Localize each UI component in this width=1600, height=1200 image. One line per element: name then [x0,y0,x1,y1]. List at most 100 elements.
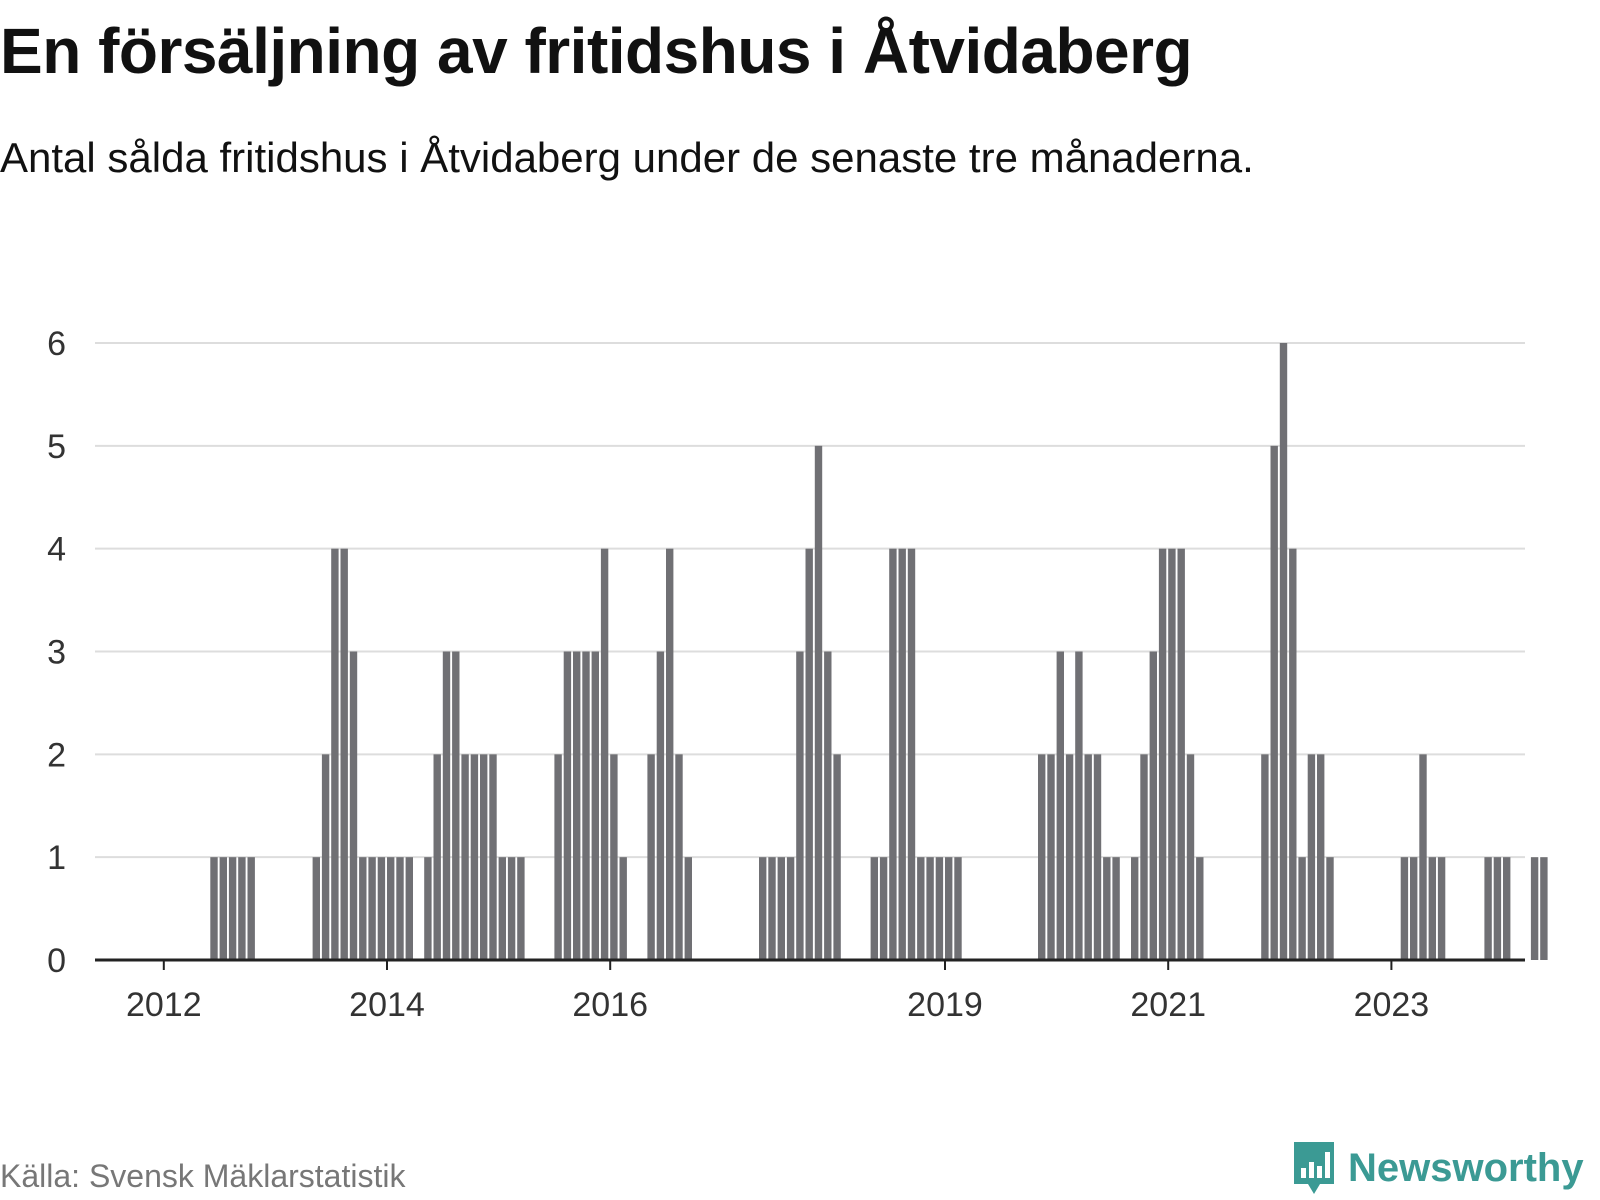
bar[interactable] [396,857,404,960]
bar[interactable] [1056,651,1064,961]
bar[interactable] [1279,343,1288,960]
bar[interactable] [879,857,888,960]
x-tick-label: 2019 [907,986,983,1024]
bar[interactable] [796,651,804,961]
brand-logo[interactable]: Newsworthy [1290,1138,1584,1198]
bar[interactable] [1112,857,1120,960]
bar[interactable] [1103,857,1111,960]
bar[interactable] [387,857,395,960]
bar[interactable] [1065,754,1074,960]
bar[interactable] [824,651,832,961]
bar[interactable] [1326,857,1334,960]
bar[interactable] [1503,857,1511,960]
bar[interactable] [219,857,227,960]
bar[interactable] [238,857,246,960]
bar[interactable] [563,651,572,961]
bar[interactable] [1289,548,1297,960]
bar[interactable] [1428,857,1436,960]
bar[interactable] [1419,754,1427,960]
bar[interactable] [833,754,841,960]
bar[interactable] [1131,857,1139,960]
bar[interactable] [312,857,320,960]
bar[interactable] [889,548,897,960]
x-tick-label: 2012 [126,986,202,1024]
bar[interactable] [1540,857,1548,960]
bar[interactable] [349,651,358,961]
bar[interactable] [1437,857,1446,960]
bar[interactable] [340,548,348,960]
bar[interactable] [405,857,413,960]
bar[interactable] [1307,754,1316,960]
bar[interactable] [1298,857,1306,960]
bar[interactable] [1093,754,1102,960]
bar[interactable] [805,548,813,960]
bar[interactable] [321,754,330,960]
bar[interactable] [1084,754,1092,960]
bar[interactable] [573,651,581,961]
bar[interactable] [610,754,618,960]
bar[interactable] [1261,754,1269,960]
bar[interactable] [907,548,916,960]
bar[interactable] [768,857,776,960]
bar[interactable] [1270,445,1278,960]
bar[interactable] [647,754,655,960]
bar[interactable] [489,754,497,960]
bar[interactable] [470,754,479,960]
bar[interactable] [582,651,590,961]
bar[interactable] [1186,754,1195,960]
bar[interactable] [935,857,944,960]
bar[interactable] [675,754,683,960]
bar[interactable] [600,548,609,960]
bar[interactable] [1530,857,1539,960]
bar[interactable] [507,857,516,960]
bar[interactable] [945,857,953,960]
bar[interactable] [461,754,469,960]
bar[interactable] [1158,548,1167,960]
bar[interactable] [1317,754,1325,960]
bar[interactable] [424,857,432,960]
bar[interactable] [442,651,451,961]
bar[interactable] [1047,754,1055,960]
bar[interactable] [359,857,367,960]
bar[interactable] [228,857,237,960]
bar[interactable] [1177,548,1185,960]
y-tick-label: 2 [47,736,66,774]
bar[interactable] [1038,754,1046,960]
bar[interactable] [1140,754,1148,960]
bar[interactable] [1484,857,1492,960]
bar[interactable] [619,857,627,960]
bar[interactable] [656,651,665,961]
bar[interactable] [591,651,599,961]
bar[interactable] [954,857,962,960]
bar[interactable] [1400,857,1409,960]
bar[interactable] [433,754,441,960]
bar[interactable] [898,548,906,960]
bar[interactable] [331,548,339,960]
bar[interactable] [666,548,674,960]
bar[interactable] [1075,651,1083,961]
bar[interactable] [1149,651,1157,961]
bar[interactable] [926,857,934,960]
bar[interactable] [777,857,785,960]
bar[interactable] [498,857,506,960]
bar[interactable] [554,754,562,960]
bar[interactable] [814,445,823,960]
bar[interactable] [210,857,218,960]
bar[interactable] [480,754,488,960]
bar[interactable] [684,857,692,960]
bar[interactable] [517,857,525,960]
bar[interactable] [1168,548,1176,960]
source-note: Källa: Svensk Mäklarstatistik [0,1158,406,1194]
bar[interactable] [1493,857,1502,960]
bar[interactable] [377,857,386,960]
bar[interactable] [1410,857,1418,960]
bar[interactable] [368,857,376,960]
bar[interactable] [1196,857,1204,960]
bar[interactable] [452,651,460,961]
bar[interactable] [786,857,795,960]
bar[interactable] [870,857,878,960]
bar[interactable] [759,857,767,960]
bar[interactable] [247,857,255,960]
bar[interactable] [917,857,925,960]
chart-subtitle: Antal sålda fritidshus i Åtvidaberg unde… [0,134,1254,181]
